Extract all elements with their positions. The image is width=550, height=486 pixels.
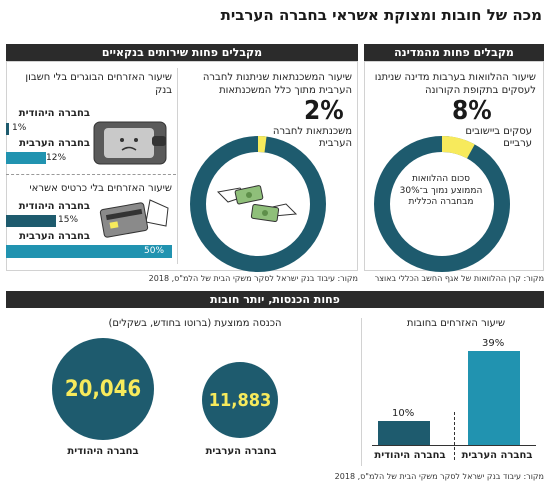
- debt-description: שיעור האזרחים בחובות: [406, 318, 506, 329]
- state-donut-highlight-slice: [441, 136, 475, 159]
- section-header-bank: מקבלים פחות שירותים בנקאיים: [6, 44, 358, 61]
- bank-account-jewish-value: 1%: [12, 123, 27, 133]
- income-arab-circle: 11,883: [202, 362, 278, 438]
- section-header-income: פחות הכנסות, יותר חובות: [6, 291, 544, 308]
- state-donut-chart: [374, 136, 510, 272]
- income-arab-value: 11,883: [208, 389, 272, 411]
- income-description: הכנסה ממוצעת (ברוטו בחודש, בשקלים): [108, 318, 282, 329]
- income-jewish-circle: 20,046: [52, 338, 154, 440]
- state-source: מקור: קרן ההלוואות של אגף החשב הכללי באו…: [374, 274, 544, 283]
- state-percent: 8%: [452, 96, 492, 126]
- mortgage-sub-label: משכנתאות לחברה הערבית: [272, 126, 352, 149]
- credit-card-jewish-label: בחברה היהודית: [18, 201, 90, 212]
- page-title: מכה של חובות ומצוקת אשראי בחברה הערבית: [220, 6, 542, 24]
- debt-arab-value: 39%: [482, 338, 505, 349]
- section-header-state: מקבלים פחות מהמדינה: [364, 44, 544, 61]
- empty-wallet-icon: [93, 121, 167, 165]
- debt-arab-bar: [468, 351, 520, 445]
- credit-card-description: שיעור האזרחים בלי כרטיס אשראי: [29, 183, 172, 194]
- mortgage-donut-remainder-slice: [190, 136, 326, 272]
- mortgage-donut-chart: [190, 136, 326, 272]
- credit-card-arab-bar: [6, 245, 172, 258]
- credit-card-hand-icon: [99, 199, 169, 238]
- credit-card-jewish-bar: [6, 215, 56, 227]
- income-jewish-label: בחברה היהודית: [67, 446, 139, 457]
- mortgage-description: שיעור המשכנתאות שניתנות לחברה הערבית מתו…: [202, 72, 352, 96]
- credit-card-arab-label: בחברה הערבית: [19, 231, 90, 242]
- money-hands-icon: [216, 185, 298, 222]
- debt-jewish-value: 10%: [392, 407, 415, 419]
- panel-divider: [177, 68, 178, 264]
- income-arab-label: בחברה הערבית: [205, 446, 277, 457]
- debt-jewish-label: בחברה היהודית: [374, 450, 446, 461]
- credit-card-arab-value: 50%: [144, 246, 165, 256]
- bank-account-arab-bar: [6, 152, 46, 164]
- bank-source: מקור: עיבוד בנק ישראל לסקר משקי הבית של …: [148, 274, 358, 283]
- bank-panel: [6, 61, 358, 271]
- bank-account-arab-label: בחברה הערבית: [19, 138, 90, 149]
- bottom-source: מקור: עיבוד בנק ישראל לסקר משקי הבית של …: [334, 472, 544, 481]
- income-jewish-value: 20,046: [64, 376, 142, 402]
- debt-arab-label: בחברה הערבית: [461, 450, 533, 461]
- mortgage-percent: 2%: [304, 96, 344, 126]
- bank-account-jewish-label: בחברה היהודית: [18, 108, 90, 119]
- credit-card-jewish-value: 15%: [58, 215, 79, 225]
- debt-separator: [454, 412, 455, 460]
- state-description: שיעור ההלוואות בערבות מדינה שניתנו לעסקי…: [374, 72, 536, 96]
- bank-account-arab-value: 12%: [46, 153, 67, 163]
- bank-account-description: שיעור האזרחים הבוגרים בלי חשבון בנק: [25, 72, 172, 96]
- bank-account-jewish-bar: [6, 123, 10, 135]
- debt-jewish-bar: [378, 420, 430, 445]
- state-sub-label: עסקים ביישובים ערביים: [465, 126, 532, 149]
- divider: [6, 174, 176, 175]
- state-inner-text: סכום ההלוואות הממוצע נמוך ב־30% מבחברה ה…: [399, 174, 483, 208]
- income-divider: [361, 318, 362, 466]
